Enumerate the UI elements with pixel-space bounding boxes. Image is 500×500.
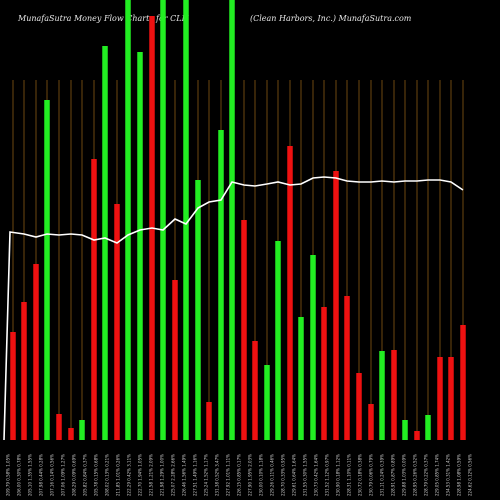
- x-tick-label-13: 221.58 1.21% 2.09%: [149, 454, 154, 496]
- bar-32: [379, 351, 385, 440]
- bar-9: [114, 204, 120, 440]
- bar-8: [102, 46, 108, 440]
- x-tick-label-30: 230.90 0.18% 1.12%: [336, 454, 341, 496]
- x-tick-label-32: 230.72 0.18% 0.38%: [358, 454, 363, 496]
- x-tick-labels: 209.79 0.58% 1.05% 206.00 0.30% 0.78% 205.…: [6, 454, 473, 496]
- bar-38: [448, 357, 454, 440]
- bar-29: [344, 296, 350, 440]
- bar-11: [137, 52, 143, 440]
- money-flow-line-series: [3, 176, 464, 441]
- x-tick-label-22: 227.90 1.95% 2.03%: [248, 454, 253, 496]
- bar-10: [125, 0, 131, 440]
- x-tick-label-19: 231.38 0.52% 3.47%: [215, 454, 220, 496]
- x-tick-label-27: 231.55 0.30% 1.55%: [303, 454, 308, 496]
- x-tick-label-7: 205.82 0.84% 0.37%: [83, 454, 88, 496]
- bar-30: [356, 373, 362, 440]
- x-tick-label-4: 207.16 0.14% 0.56%: [50, 454, 55, 496]
- x-tick-label-28: 230.73 0.42% 1.64%: [314, 454, 319, 496]
- x-tick-label-18: 225.24 1.52% 1.17%: [204, 454, 209, 496]
- bar-35: [414, 431, 420, 440]
- x-tick-label-38: 228.79 0.22% 0.37%: [424, 454, 429, 496]
- x-tick-label-17: 227.51 1.49% 1.16%: [193, 454, 198, 496]
- bar-17: [206, 402, 212, 440]
- x-tick-label-23: 230.00 0.10% 1.18%: [259, 454, 264, 496]
- bar-21: [252, 341, 258, 440]
- x-tick-label-9: 208.02 0.13% 0.21%: [105, 454, 110, 496]
- x-tick-label-40: 234.53 0.31% 1.42%: [446, 454, 451, 496]
- x-tick-label-2: 205.10 1.35% 1.55%: [28, 454, 33, 496]
- x-tick-label-16: 226.46 1.56% 1.49%: [182, 454, 187, 496]
- bar-34: [402, 420, 408, 440]
- x-tick-label-21: 226.15 0.85% 0.17%: [237, 454, 242, 496]
- x-tick-label-33: 230.79 0.06% 0.79%: [369, 454, 374, 496]
- x-tick-label-15: 225.07 2.28% 2.66%: [171, 454, 176, 496]
- x-tick-label-41: 228.98 1.08% 0.59%: [457, 454, 462, 496]
- x-tick-label-14: 221.98 1.29% 1.00%: [160, 454, 165, 496]
- x-tick-label-39: 229.05 0.85% 1.74%: [435, 454, 440, 496]
- bar-3: [44, 100, 50, 440]
- x-tick-label-5: 207.06 1.09% 1.27%: [61, 454, 66, 496]
- x-tick-label-36: 229.88 1.03% 0.09%: [402, 454, 407, 496]
- bar-19: [229, 0, 235, 440]
- x-tick-label-8: 205.78 0.15% 0.68%: [94, 454, 99, 496]
- money-flow-line: [3, 176, 464, 441]
- bar-0: [10, 332, 16, 440]
- bar-28: [333, 171, 339, 440]
- bar-15: [183, 0, 189, 440]
- x-tick-label-1: 206.00 0.30% 0.78%: [17, 454, 22, 496]
- chart-subtitle: (Clean Harbors, Inc.) MunafaSutra.com: [250, 14, 412, 23]
- x-tick-label-25: 228.70 0.33% 0.95%: [281, 454, 286, 496]
- x-tick-label-0: 209.79 0.58% 1.05%: [6, 454, 11, 496]
- x-tick-label-6: 208.29 0.09% 0.69%: [72, 454, 77, 496]
- bar-36: [425, 415, 431, 440]
- bar-37: [437, 357, 443, 440]
- bar-20: [241, 220, 247, 440]
- x-tick-label-10: 211.85 1.01% 0.26%: [116, 454, 121, 496]
- bar-4: [56, 414, 62, 440]
- bar-series: [10, 0, 466, 440]
- bar-13: [160, 0, 166, 440]
- bar-31: [368, 404, 374, 440]
- bar-7: [91, 159, 97, 440]
- x-tick-label-12: 222.70 1.94% 1.05%: [138, 454, 143, 496]
- bar-25: [298, 317, 304, 440]
- x-tick-label-31: 228.31 1.10% 0.11%: [347, 454, 352, 496]
- bar-2: [33, 264, 39, 440]
- bar-27: [321, 307, 327, 440]
- bar-39: [460, 325, 466, 440]
- bar-14: [172, 280, 178, 440]
- bar-18: [218, 130, 224, 440]
- x-tick-label-42: 224.62 0.12% 0.56%: [468, 454, 473, 496]
- x-tick-label-29: 231.52 1.12% 0.97%: [325, 454, 330, 496]
- x-tick-label-20: 227.92 1.01% 1.11%: [226, 454, 231, 496]
- bar-5: [68, 428, 74, 440]
- bar-16: [195, 180, 201, 440]
- x-tick-label-37: 228.95 0.26% 0.52%: [413, 454, 418, 496]
- bar-23: [275, 241, 281, 440]
- x-tick-label-35: 228.91 0.87% 0.89%: [391, 454, 396, 496]
- bar-6: [79, 420, 85, 440]
- x-tick-label-34: 231.11 0.24% 0.39%: [380, 454, 385, 496]
- x-tick-label-11: 222.29 0.42% 3.11%: [127, 454, 132, 496]
- bar-1: [21, 302, 27, 440]
- bar-33: [391, 350, 397, 440]
- x-tick-label-3: 207.98 0.44% 0.28%: [39, 454, 44, 496]
- bar-24: [287, 146, 293, 440]
- chart-title: MunafaSutra Money Flow Charts for CLH: [18, 14, 189, 23]
- bar-22: [264, 365, 270, 440]
- x-tick-label-24: 229.26 0.11% 0.46%: [270, 454, 275, 496]
- x-tick-label-26: 229.61 0.64% 1.64%: [292, 454, 297, 496]
- bar-26: [310, 255, 316, 440]
